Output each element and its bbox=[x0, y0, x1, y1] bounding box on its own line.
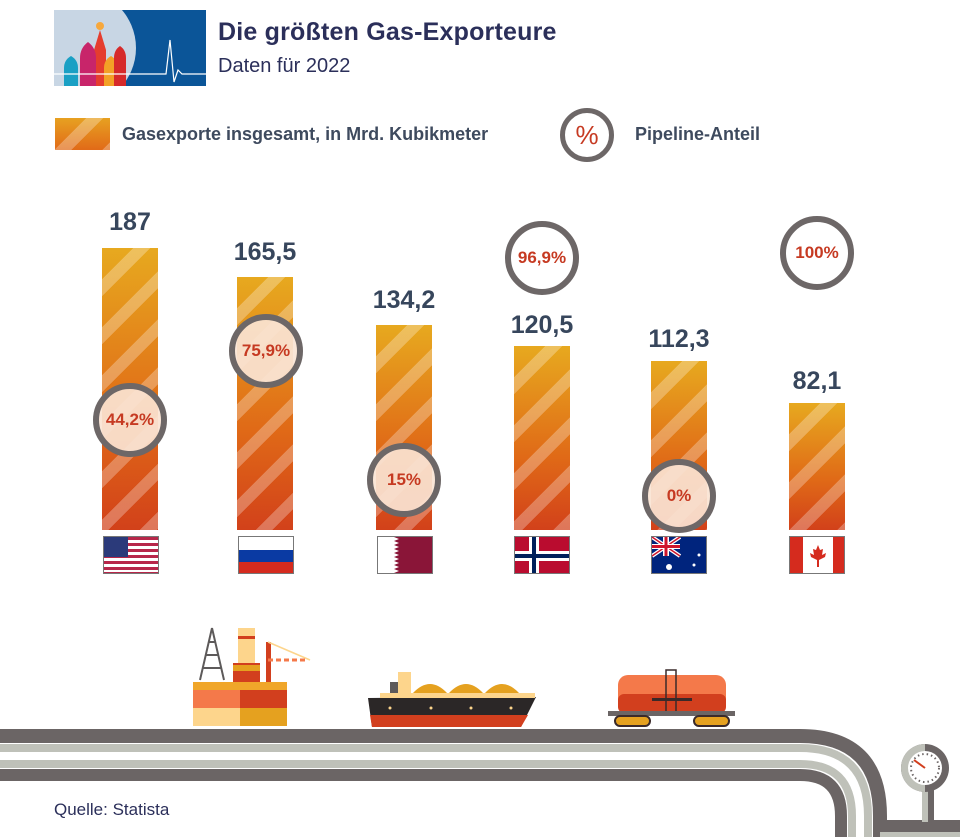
pipeline-illustration bbox=[0, 627, 960, 837]
legend-pipeline-label: Pipeline-Anteil bbox=[635, 124, 761, 144]
bar-canada bbox=[789, 403, 845, 530]
pipeline-badge-russia: 75,9% bbox=[229, 314, 303, 388]
value-label-usa: 187 bbox=[109, 208, 151, 236]
pressure-gauge-icon bbox=[901, 744, 949, 822]
source-label: Quelle: Statista bbox=[54, 800, 170, 819]
kremlin-domes-heartbeat-logo-icon bbox=[54, 10, 206, 86]
header-logo bbox=[54, 10, 206, 86]
bar-norway bbox=[514, 346, 570, 530]
percent-symbol: % bbox=[575, 119, 599, 150]
legend-bars-label: Gasexporte insgesamt, in Mrd. Kubikmeter bbox=[122, 124, 489, 144]
value-label-canada: 82,1 bbox=[792, 367, 842, 395]
pipeline-badge-canada: 100% bbox=[780, 216, 854, 290]
legend-bar-swatch bbox=[55, 118, 110, 150]
value-label-australia: 112,3 bbox=[648, 325, 710, 353]
australia-flag-icon bbox=[651, 536, 707, 574]
pipeline-badge-usa: 44,2% bbox=[93, 383, 167, 457]
value-label-qatar: 134,2 bbox=[372, 286, 436, 314]
canada-flag-icon bbox=[789, 536, 845, 574]
qatar-flag-icon bbox=[377, 536, 433, 574]
russia-flag-icon bbox=[238, 536, 294, 574]
gas-pipeline-icon bbox=[0, 729, 960, 837]
page-subtitle: Daten für 2022 bbox=[218, 55, 351, 77]
norway-flag-icon bbox=[514, 536, 570, 574]
value-label-russia: 165,5 bbox=[233, 238, 297, 266]
pipeline-badge-qatar: 15% bbox=[367, 443, 441, 517]
page-title: Die größten Gas-Exporteure bbox=[218, 18, 557, 46]
lng-tanker-ship-icon bbox=[368, 672, 536, 727]
oil-rig-icon bbox=[193, 627, 311, 726]
pipeline-badge-norway: 96,9% bbox=[505, 221, 579, 295]
legend-percent-icon: % bbox=[560, 108, 614, 162]
pipeline-badge-australia: 0% bbox=[642, 459, 716, 533]
tank-railcar-icon bbox=[608, 669, 735, 727]
value-label-norway: 120,5 bbox=[510, 311, 574, 339]
us-flag-icon bbox=[103, 536, 159, 574]
